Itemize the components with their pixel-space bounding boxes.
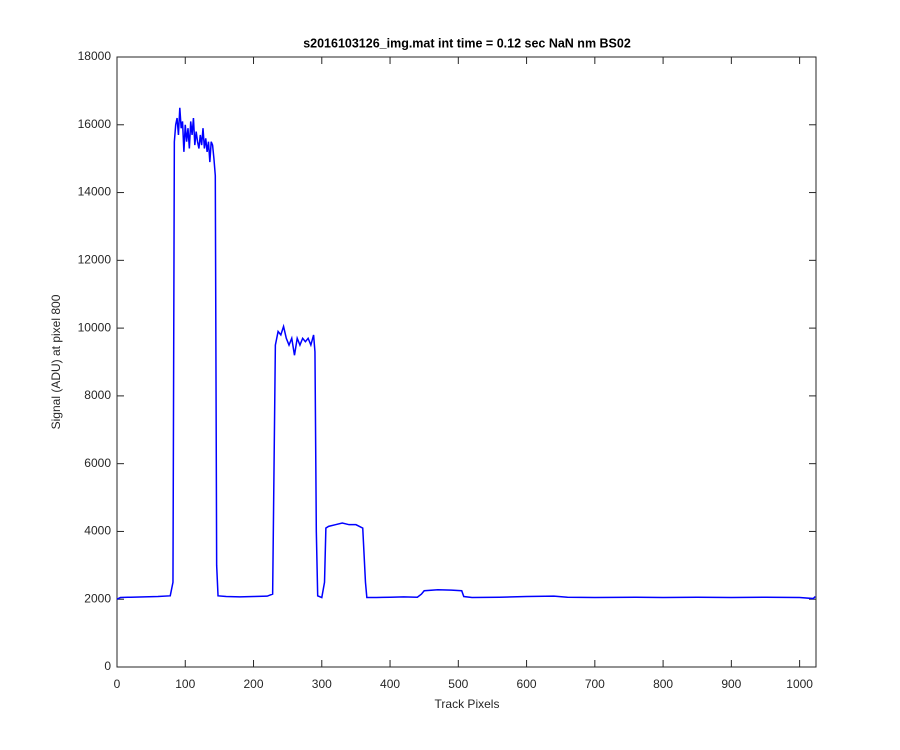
- x-tick-label: 600: [517, 677, 537, 691]
- y-tick-label: 2000: [84, 591, 111, 605]
- x-tick-label: 900: [721, 677, 741, 691]
- x-tick-label: 400: [380, 677, 400, 691]
- y-tick-label: 16000: [78, 117, 112, 131]
- y-tick-label: 6000: [84, 456, 111, 470]
- x-axis-label: Track Pixels: [435, 697, 500, 711]
- y-tick-label: 0: [104, 659, 111, 673]
- y-axis-label: Signal (ADU) at pixel 800: [49, 294, 63, 429]
- x-tick-label: 1000: [786, 677, 813, 691]
- y-tick-label: 18000: [78, 49, 112, 63]
- y-tick-label: 10000: [78, 320, 112, 334]
- chart-title: s2016103126_img.mat int time = 0.12 sec …: [303, 36, 631, 50]
- y-tick-label: 12000: [78, 253, 112, 267]
- y-tick-label: 4000: [84, 524, 111, 538]
- plot-area: [116, 56, 817, 668]
- x-tick-label: 800: [653, 677, 673, 691]
- x-tick-label: 300: [312, 677, 332, 691]
- data-line: [116, 107, 816, 600]
- y-tick-label: 8000: [84, 388, 111, 402]
- x-tick-label: 0: [114, 677, 121, 691]
- x-tick-label: 200: [244, 677, 264, 691]
- x-tick-label: 500: [448, 677, 468, 691]
- y-tick-label: 14000: [78, 185, 112, 199]
- x-tick-label: 100: [175, 677, 195, 691]
- x-tick-label: 700: [585, 677, 605, 691]
